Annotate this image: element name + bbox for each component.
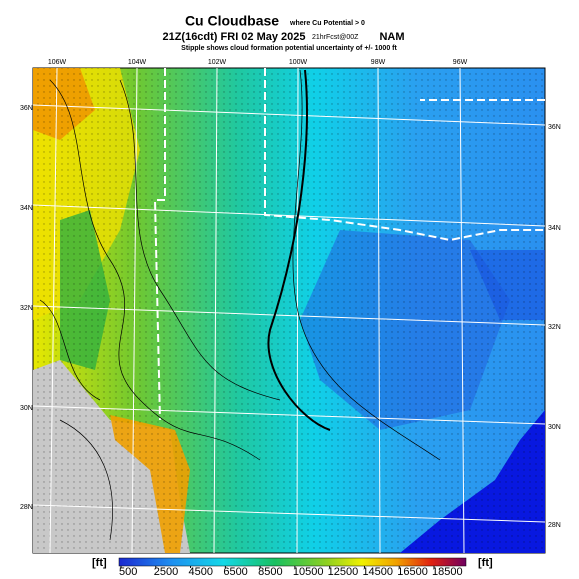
- colorbar-tick-label: 500: [119, 566, 137, 578]
- lat-label: 36N: [548, 124, 561, 131]
- lat-labels: 36N 34N 32N 30N 28N 36N 34N 32N 30N 28N: [20, 105, 561, 529]
- lon-label: 98W: [371, 59, 386, 66]
- lat-label: 28N: [548, 522, 561, 529]
- lon-label: 100W: [289, 59, 308, 66]
- subtitle: Stipple shows cloud formation potential …: [181, 45, 397, 52]
- lon-label: 102W: [208, 59, 227, 66]
- colorbar-tick-label: 8500: [258, 566, 282, 578]
- colorbar-tick-label: 2500: [154, 566, 178, 578]
- lat-label: 34N: [20, 205, 33, 212]
- lat-label: 36N: [20, 105, 33, 112]
- colorbar-tick-label: 4500: [189, 566, 213, 578]
- stipple: [33, 68, 545, 553]
- lat-label: 32N: [20, 305, 33, 312]
- lon-labels: 106W 104W 102W 100W 98W 96W: [48, 59, 468, 66]
- colorbar-unit: [ft]: [92, 557, 107, 569]
- colorbar-tick-label: 16500: [397, 566, 428, 578]
- colorbar-unit: [ft]: [478, 557, 493, 569]
- lat-label: 30N: [20, 405, 33, 412]
- title-note: where Cu Potential > 0: [289, 20, 365, 27]
- colorbar-tick-label: 14500: [362, 566, 393, 578]
- contours: [39, 69, 441, 541]
- model: NAM: [379, 31, 404, 43]
- colorbar-tick-label: 18500: [432, 566, 463, 578]
- lat-label: 30N: [548, 424, 561, 431]
- lon-label: 96W: [453, 59, 468, 66]
- colorbar: [118, 557, 467, 567]
- colorbar-tick-label: 10500: [293, 566, 324, 578]
- state-borders: [153, 68, 545, 421]
- lat-label: 32N: [548, 324, 561, 331]
- colorbar-tick-label: 12500: [328, 566, 359, 578]
- thick-contour: [267, 69, 331, 431]
- lon-label: 106W: [48, 59, 67, 66]
- lat-label: 28N: [20, 504, 33, 511]
- valid-time: 21Z(16cdt) FRI 02 May 2025: [162, 31, 305, 43]
- forecast: 21hrFcst@00Z: [312, 34, 359, 41]
- lon-label: 104W: [128, 59, 147, 66]
- colorbar-ticks: 500 2500 4500 6500 8500 10500 12500 14500 16500 1…: [119, 566, 463, 578]
- colorbar-tick-label: 6500: [223, 566, 247, 578]
- map: [32, 67, 546, 554]
- lat-label: 34N: [548, 225, 561, 232]
- title: Cu Cloudbase: [185, 13, 279, 29]
